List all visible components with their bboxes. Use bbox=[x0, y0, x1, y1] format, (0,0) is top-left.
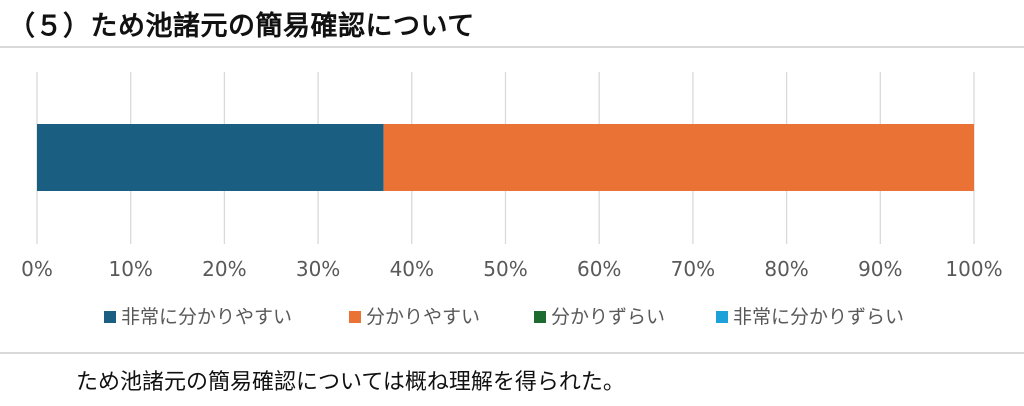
legend-swatch-4 bbox=[716, 311, 728, 323]
chart-tick-labels: 0% 10% 20% 30% 40% 50% 60% 70% 80% 90% 100% bbox=[21, 257, 1002, 281]
x-tick-label: 40% bbox=[390, 257, 434, 281]
x-tick-label: 20% bbox=[202, 257, 246, 281]
legend-swatch-2 bbox=[349, 311, 361, 323]
x-tick-label: 50% bbox=[483, 257, 527, 281]
x-tick-label: 60% bbox=[577, 257, 621, 281]
bar-segment-1 bbox=[37, 124, 384, 191]
top-divider bbox=[0, 46, 1024, 48]
x-tick-label: 0% bbox=[21, 257, 53, 281]
legend-swatch-1 bbox=[104, 311, 116, 323]
x-tick-label: 80% bbox=[764, 257, 808, 281]
section-heading: （５）ため池諸元の簡易確認について bbox=[8, 11, 475, 42]
chart-legend: 非常に分かりやすい 分かりやすい 分かりずらい 非常に分かりずらい bbox=[104, 306, 904, 328]
chart-bars bbox=[37, 124, 974, 191]
x-tick-label: 100% bbox=[945, 257, 1002, 281]
x-tick-label: 10% bbox=[108, 257, 152, 281]
stacked-bar-chart: 0% 10% 20% 30% 40% 50% 60% 70% 80% 90% 100% 非常に分かり… bbox=[21, 72, 1003, 328]
bar-segment-2 bbox=[383, 124, 974, 191]
x-tick-label: 30% bbox=[296, 257, 340, 281]
legend-label-2: 分かりやすい bbox=[366, 306, 480, 328]
legend-label-1: 非常に分かりやすい bbox=[121, 306, 292, 328]
legend-label-4: 非常に分かりずらい bbox=[733, 306, 904, 328]
summary-note: ため池諸元の簡易確認については概ね理解を得られた。 bbox=[76, 370, 625, 395]
bottom-divider bbox=[0, 352, 1024, 354]
legend-swatch-3 bbox=[534, 311, 546, 323]
x-tick-label: 90% bbox=[858, 257, 902, 281]
legend-label-3: 分かりずらい bbox=[551, 306, 665, 328]
x-tick-label: 70% bbox=[671, 257, 715, 281]
